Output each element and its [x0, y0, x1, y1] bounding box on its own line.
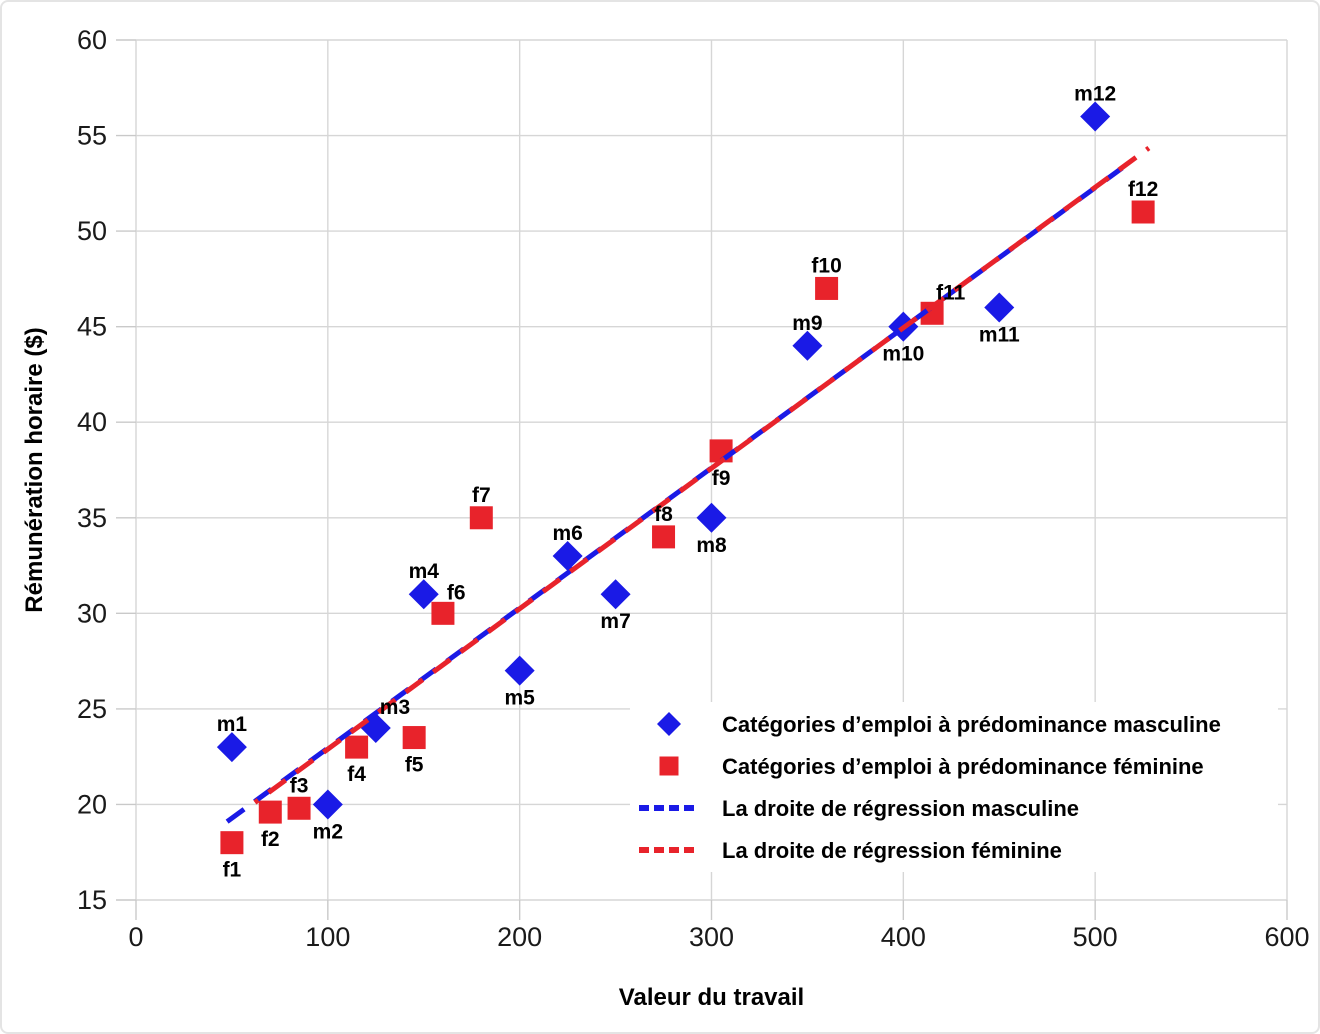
x-tick-label-400: 400	[881, 922, 926, 952]
point-label-m2: m2	[313, 820, 343, 843]
legend-label-0: Catégories d’emploi à prédominance mascu…	[722, 712, 1221, 737]
point-m6	[552, 541, 583, 571]
point-label-m5: m5	[504, 687, 535, 710]
point-f8	[652, 525, 676, 549]
point-f3	[287, 796, 311, 820]
point-label-f2: f2	[261, 828, 280, 851]
point-label-m6: m6	[552, 522, 582, 545]
legend-label-3: La droite de régression féminine	[722, 838, 1062, 863]
point-label-m8: m8	[696, 534, 727, 557]
point-f4	[345, 735, 369, 759]
y-tick-label-40: 40	[77, 407, 107, 437]
point-m5	[504, 655, 535, 686]
point-label-m1: m1	[217, 713, 248, 736]
tick-labels-layer: 0 100 200 300 400 500 600 15 20 25 30 35 40 45 50 55 60	[77, 25, 1310, 952]
point-m7	[600, 579, 631, 610]
point-m8	[696, 502, 727, 533]
legend-square-swatch	[659, 756, 679, 776]
point-m4	[408, 579, 439, 610]
gridlines-layer	[135, 39, 1288, 901]
y-tick-label-50: 50	[77, 216, 107, 246]
point-label-m7: m7	[600, 610, 630, 633]
point-label-f9: f9	[712, 467, 731, 490]
point-label-f4: f4	[347, 763, 366, 786]
y-tick-label-55: 55	[77, 121, 107, 151]
point-label-f7: f7	[472, 484, 491, 507]
regression-line-masculine	[225, 166, 1124, 824]
y-tick-label-60: 60	[77, 25, 107, 55]
y-tick-label-30: 30	[77, 598, 107, 628]
point-f7	[469, 506, 493, 530]
point-label-f12: f12	[1128, 178, 1158, 201]
point-label-m11: m11	[979, 324, 1020, 347]
point-label-m9: m9	[792, 312, 822, 335]
point-label-f5: f5	[405, 754, 424, 777]
point-label-f11: f11	[936, 281, 966, 304]
y-tick-label-35: 35	[77, 503, 107, 533]
point-f10	[815, 276, 839, 300]
point-label-m3: m3	[380, 696, 410, 719]
x-tick-label-0: 0	[128, 922, 143, 952]
x-axis-title: Valeur du travail	[618, 984, 805, 1011]
y-tick-label-25: 25	[77, 694, 107, 724]
y-tick-label-45: 45	[77, 312, 107, 342]
ticks-layer	[116, 39, 1288, 920]
point-label-m10: m10	[882, 343, 924, 366]
point-label-f8: f8	[654, 503, 673, 526]
point-f12	[1131, 200, 1155, 224]
point-f11	[920, 301, 944, 325]
point-m9	[792, 330, 823, 361]
legend-background	[630, 702, 1278, 872]
legend-label-1: Catégories d’emploi à prédominance fémin…	[722, 754, 1204, 779]
x-tick-label-100: 100	[305, 922, 350, 952]
legend-diamond-swatch	[657, 712, 681, 736]
regression-lines-layer	[225, 145, 1151, 824]
point-label-f1: f1	[223, 859, 242, 882]
point-labels-layer: m1 m2 m3 m4 m5 m6 m7 m8 m9 m10 m11 m12 f1 f2 f3 f4 f5 f6 f…	[217, 82, 1159, 881]
x-tick-label-500: 500	[1073, 922, 1118, 952]
point-label-f10: f10	[811, 254, 841, 277]
point-label-f6: f6	[447, 581, 466, 604]
point-m11	[984, 292, 1015, 323]
point-f2	[258, 800, 282, 824]
legend-label-2: La droite de régression masculine	[722, 796, 1079, 821]
point-label-m12: m12	[1074, 82, 1116, 105]
y-tick-label-15: 15	[77, 885, 107, 915]
point-label-f3: f3	[290, 774, 309, 797]
point-m2	[312, 789, 343, 820]
x-tick-label-300: 300	[689, 922, 734, 952]
x-tick-label-600: 600	[1264, 922, 1309, 952]
y-axis-title: Rémunération horaire ($)	[21, 327, 48, 613]
legend: Catégories d’emploi à prédominance mascu…	[630, 702, 1278, 872]
y-tick-label-20: 20	[77, 789, 107, 819]
point-label-m4: m4	[409, 560, 440, 583]
x-tick-label-200: 200	[497, 922, 542, 952]
point-m1	[216, 732, 247, 763]
point-f5	[402, 726, 426, 750]
point-f1	[220, 831, 244, 855]
point-m12	[1080, 101, 1111, 132]
point-f6	[431, 601, 455, 625]
